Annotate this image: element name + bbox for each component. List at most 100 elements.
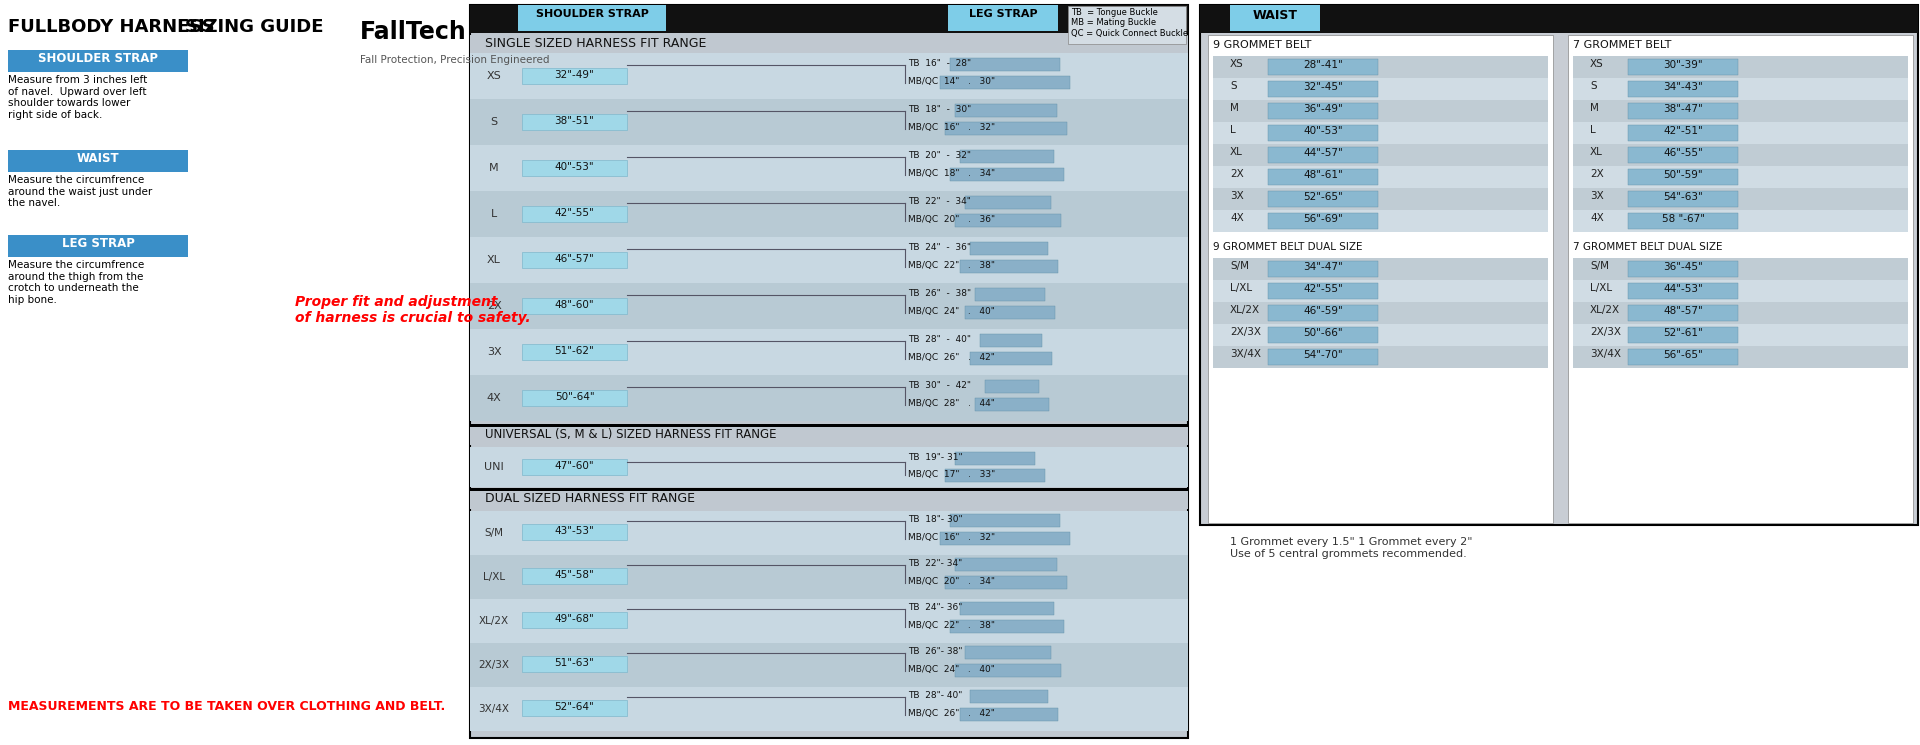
Bar — [1628, 349, 1738, 365]
Text: M: M — [1231, 103, 1238, 113]
Text: 46"-57": 46"-57" — [555, 254, 595, 264]
Bar — [470, 447, 1188, 487]
Text: 2X/3X: 2X/3X — [1590, 327, 1620, 337]
Text: TB  30"  -  42": TB 30" - 42" — [908, 381, 972, 390]
Bar — [1267, 213, 1379, 229]
Text: 54"-70": 54"-70" — [1304, 350, 1342, 360]
Bar — [470, 643, 1188, 687]
Bar — [1213, 188, 1548, 210]
Bar — [8, 150, 188, 172]
Text: 44"-53": 44"-53" — [1663, 284, 1703, 294]
Bar — [470, 99, 1188, 145]
Text: TB  16"  -  28": TB 16" - 28" — [908, 59, 972, 68]
Bar — [945, 469, 1044, 482]
Text: TB  18"- 30": TB 18"- 30" — [908, 515, 962, 524]
Bar — [970, 352, 1052, 365]
Bar — [1628, 103, 1738, 119]
Text: L/XL: L/XL — [1231, 283, 1252, 293]
Text: XL/2X: XL/2X — [1231, 305, 1260, 315]
Bar — [1213, 280, 1548, 302]
Bar — [941, 532, 1069, 545]
Bar — [1267, 81, 1379, 97]
Text: MB/QC  24"   .   40": MB/QC 24" . 40" — [908, 307, 995, 316]
Text: 42"-55": 42"-55" — [1304, 284, 1342, 294]
Bar — [960, 708, 1058, 721]
Bar — [1572, 302, 1908, 324]
Text: L: L — [492, 209, 497, 219]
Text: S/M: S/M — [1590, 261, 1609, 271]
Text: 56"-65": 56"-65" — [1663, 350, 1703, 360]
Text: S: S — [1590, 81, 1597, 91]
Bar — [518, 5, 666, 31]
Text: 1 Grommet every 1.5" 1 Grommet every 2"
Use of 5 central grommets recommended.: 1 Grommet every 1.5" 1 Grommet every 2" … — [1231, 537, 1473, 559]
Text: MB/QC  16"   .   32": MB/QC 16" . 32" — [908, 123, 995, 132]
Text: 40"-53": 40"-53" — [1304, 126, 1342, 136]
Text: LEG STRAP: LEG STRAP — [970, 9, 1037, 19]
Bar — [1572, 166, 1908, 188]
Text: 43"-53": 43"-53" — [555, 526, 595, 536]
Bar — [470, 488, 1188, 491]
Text: MB/QC  22"   .   38": MB/QC 22" . 38" — [908, 621, 995, 630]
Bar — [941, 76, 1069, 89]
Bar — [1267, 59, 1379, 75]
Bar — [8, 50, 188, 72]
Text: Proper fit and adjustment
of harness is crucial to safety.: Proper fit and adjustment of harness is … — [296, 295, 530, 326]
Text: SINGLE SIZED HARNESS FIT RANGE: SINGLE SIZED HARNESS FIT RANGE — [486, 37, 707, 50]
Bar — [1572, 324, 1908, 346]
Bar — [1267, 305, 1379, 321]
Text: LEG STRAP: LEG STRAP — [61, 237, 134, 250]
Bar — [966, 196, 1050, 209]
Bar — [470, 5, 1188, 33]
Bar — [470, 427, 1188, 445]
Text: FULLBODY HARNESS: FULLBODY HARNESS — [8, 18, 215, 36]
Bar — [970, 690, 1048, 703]
Text: 50"-66": 50"-66" — [1304, 328, 1342, 338]
Bar — [1572, 280, 1908, 302]
Text: L: L — [1231, 125, 1236, 135]
Text: 30"-39": 30"-39" — [1663, 60, 1703, 70]
Text: S: S — [1231, 81, 1236, 91]
Bar — [945, 576, 1068, 589]
Bar — [1213, 302, 1548, 324]
Bar — [1213, 56, 1548, 78]
Text: 3X: 3X — [1590, 191, 1603, 201]
Text: 44"-57": 44"-57" — [1304, 148, 1342, 158]
Bar — [1213, 258, 1548, 280]
Text: UNI: UNI — [484, 462, 503, 472]
Bar — [522, 252, 628, 268]
Text: XL: XL — [1231, 147, 1242, 157]
Bar — [1572, 78, 1908, 100]
Bar — [470, 53, 1188, 99]
Text: XL/2X: XL/2X — [1590, 305, 1620, 315]
Text: TB  = Tongue Buckle
MB = Mating Buckle
QC = Quick Connect Buckle: TB = Tongue Buckle MB = Mating Buckle QC… — [1071, 8, 1188, 38]
Bar — [470, 687, 1188, 731]
Text: 58 "-67": 58 "-67" — [1661, 214, 1705, 224]
Bar — [470, 5, 1188, 738]
Text: TB  22"  -  34": TB 22" - 34" — [908, 197, 972, 206]
Bar — [1569, 35, 1912, 523]
Text: MB/QC  22"   .   38": MB/QC 22" . 38" — [908, 261, 995, 270]
Text: 9 GROMMET BELT DUAL SIZE: 9 GROMMET BELT DUAL SIZE — [1213, 242, 1363, 252]
Text: 36"-45": 36"-45" — [1663, 262, 1703, 272]
Bar — [954, 558, 1058, 571]
Bar — [1628, 327, 1738, 343]
Bar — [1267, 349, 1379, 365]
Bar — [1572, 346, 1908, 368]
Bar — [954, 104, 1058, 117]
Bar — [1572, 122, 1908, 144]
Bar — [960, 150, 1054, 163]
Text: TB  28"  -  40": TB 28" - 40" — [908, 335, 972, 344]
Bar — [522, 612, 628, 628]
Text: 48"-57": 48"-57" — [1663, 306, 1703, 316]
Bar — [1572, 56, 1908, 78]
Bar — [522, 298, 628, 314]
Text: TB  24"  -  36": TB 24" - 36" — [908, 243, 972, 252]
Bar — [945, 122, 1068, 135]
Text: 3X/4X: 3X/4X — [478, 704, 509, 714]
Bar — [948, 5, 1058, 31]
Bar — [1068, 6, 1187, 44]
Text: 34"-43": 34"-43" — [1663, 82, 1703, 92]
Bar — [1267, 169, 1379, 185]
Bar — [1628, 261, 1738, 277]
Bar — [954, 452, 1035, 465]
